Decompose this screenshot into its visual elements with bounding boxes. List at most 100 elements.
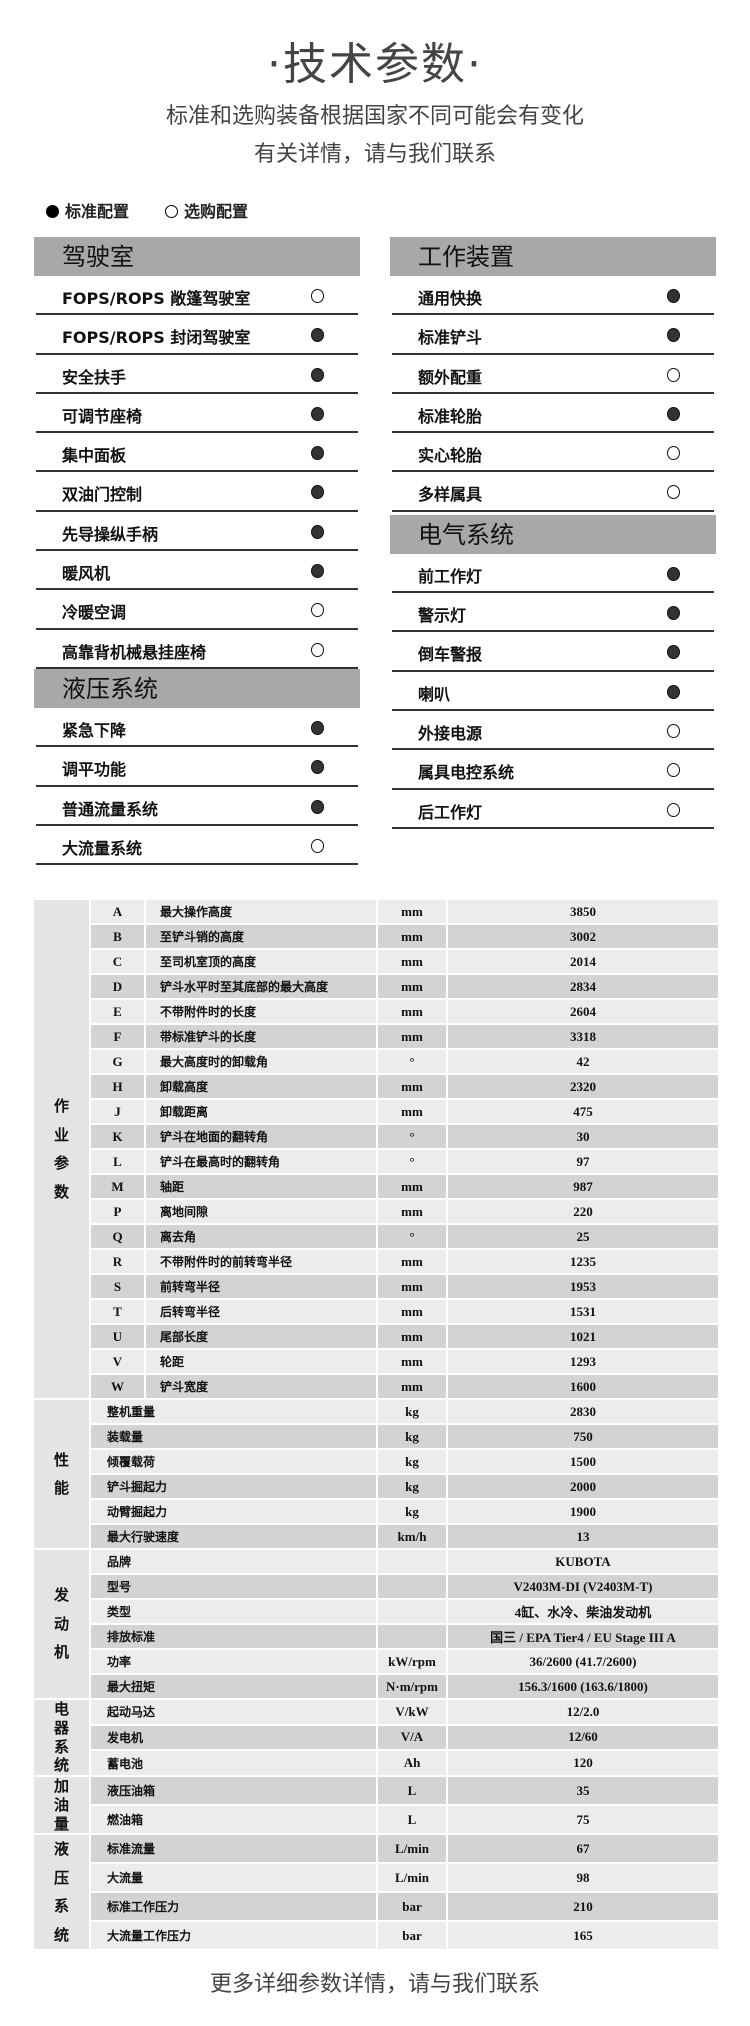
param-code: D [89,973,146,1000]
group-cell: 液压系统 [32,1833,91,1952]
param-name: 大流量 [89,1862,378,1894]
param-value: 13 [446,1523,720,1550]
table-row: 铲斗掘起力 kg 2000 [33,1473,720,1500]
feature-label: FOPS/ROPS 封闭驾驶室 [62,328,251,348]
param-name: 至司机室顶的高度 [144,948,378,975]
param-unit [376,1573,448,1600]
param-value: 3002 [446,923,720,950]
param-name: 最大行驶速度 [89,1523,378,1550]
param-value: 97 [446,1148,720,1175]
feature-label: 属具电控系统 [418,763,515,783]
section-header: 工作装置 [390,237,716,276]
param-name: 标准工作压力 [89,1891,378,1923]
param-name: 卸载高度 [144,1073,378,1100]
feature-label: 普通流量系统 [62,799,159,819]
param-value: 120 [446,1749,720,1777]
param-code: P [89,1198,146,1225]
feature-label: 外接电源 [418,723,483,743]
param-code: M [89,1173,146,1200]
param-code: T [89,1298,146,1325]
param-name: 燃油箱 [89,1804,378,1836]
param-value: 1900 [446,1498,720,1525]
param-value: 2000 [446,1473,720,1500]
param-value: 12/60 [446,1723,720,1752]
param-unit: Ah [376,1749,448,1777]
param-code: L [89,1148,146,1175]
table-row: 电器系统 起动马达 V/kW 12/2.0 [32,1698,720,1777]
param-value: 98 [446,1862,720,1894]
param-name: 装载量 [89,1423,378,1450]
param-code: C [89,948,146,975]
param-name: 最大扭矩 [89,1673,378,1700]
footer-contact: 更多详细参数详情，请与我们联系 [209,1972,540,1997]
param-code: F [89,1023,146,1050]
param-code: K [89,1123,146,1150]
group-label: 发动机 [53,1586,69,1662]
group-cell: 性能 [32,1398,91,1550]
feature-row: 倒车警报 [392,632,714,672]
param-code: U [89,1323,146,1350]
param-value: 220 [446,1198,720,1225]
feature-label: 冷暖空调 [62,603,127,623]
table-row: 类型 4缸、水冷、柴油发动机 [33,1598,720,1625]
param-code: V [89,1348,146,1375]
param-name: 不带附件时的前转弯半径 [144,1248,378,1275]
param-name: 铲斗在最高时的翻转角 [144,1148,378,1175]
table-row: 发动机 品牌 KUBOTA [32,1548,720,1700]
param-unit: mm [376,1098,448,1125]
filled-dot-icon [667,289,680,303]
empty-dot-icon [311,603,324,618]
table-row: 排放标准 国三 / EPA Tier4 / EU Stage III A [33,1623,720,1650]
feature-row: 冷暖空调 [36,590,358,630]
param-unit: mm [376,1023,448,1050]
param-name: 标准流量 [89,1833,378,1865]
table-row: L 铲斗在最高时的翻转角 ° 97 [33,1148,720,1175]
param-name: 不带附件时的长度 [144,998,378,1025]
table-row: 蓄电池 Ah 120 [33,1749,720,1777]
param-value: 42 [446,1048,720,1075]
feature-row: 可调节座椅 [36,394,358,434]
param-unit: L/min [376,1833,448,1865]
param-value: 75 [446,1804,720,1836]
param-value: V2403M-DI (V2403M-T) [446,1573,720,1600]
table-row: 功率 kW/rpm 36/2600 (41.7/2600) [33,1648,720,1675]
table-row: 燃油箱 L 75 [33,1804,720,1836]
legend-optional-label: 选购配置 [184,202,249,221]
empty-dot-icon [667,763,680,778]
feature-row: FOPS/ROPS 封闭驾驶室 [36,315,358,355]
feature-row: 先导操纵手柄 [36,512,358,552]
table-row: S 前转弯半径 mm 1953 [33,1273,720,1300]
param-unit: mm [376,1323,448,1350]
param-name: 离去角 [144,1223,378,1250]
param-unit: mm [376,1073,448,1100]
group-label: 液压系统 [53,1840,69,1944]
feature-label: 额外配重 [418,367,483,387]
feature-row: 实心轮胎 [392,433,714,473]
param-value: 30 [446,1123,720,1150]
filled-dot-icon [311,485,324,500]
feature-row: 集中面板 [36,433,358,473]
feature-label: FOPS/ROPS 敞篷驾驶室 [62,289,251,308]
param-value: 987 [446,1173,720,1200]
param-unit: mm [376,1248,448,1275]
filled-dot-icon [311,760,324,775]
param-unit [376,1623,448,1650]
param-name: 型号 [89,1573,378,1600]
param-value: 国三 / EPA Tier4 / EU Stage III A [446,1623,720,1650]
param-unit: mm [376,1173,448,1200]
group-cell: 加油量 [32,1774,91,1836]
param-name: 发电机 [89,1723,378,1752]
filled-dot-icon [667,328,680,343]
table-row: 性能 整机重量 kg 2830 [32,1398,720,1550]
param-unit: kg [376,1498,448,1525]
param-unit: kg [376,1398,448,1425]
feature-label: 暖风机 [62,564,111,584]
feature-label: 调平功能 [62,760,127,780]
param-name: 倾覆载荷 [89,1448,378,1475]
param-unit: mm [376,998,448,1025]
param-value: 3318 [446,1023,720,1050]
table-row: U 尾部长度 mm 1021 [33,1323,720,1350]
feature-label: 倒车警报 [418,645,483,665]
param-name: 铲斗水平时至其底部的最大高度 [144,973,378,1000]
param-value: 3850 [446,898,720,925]
